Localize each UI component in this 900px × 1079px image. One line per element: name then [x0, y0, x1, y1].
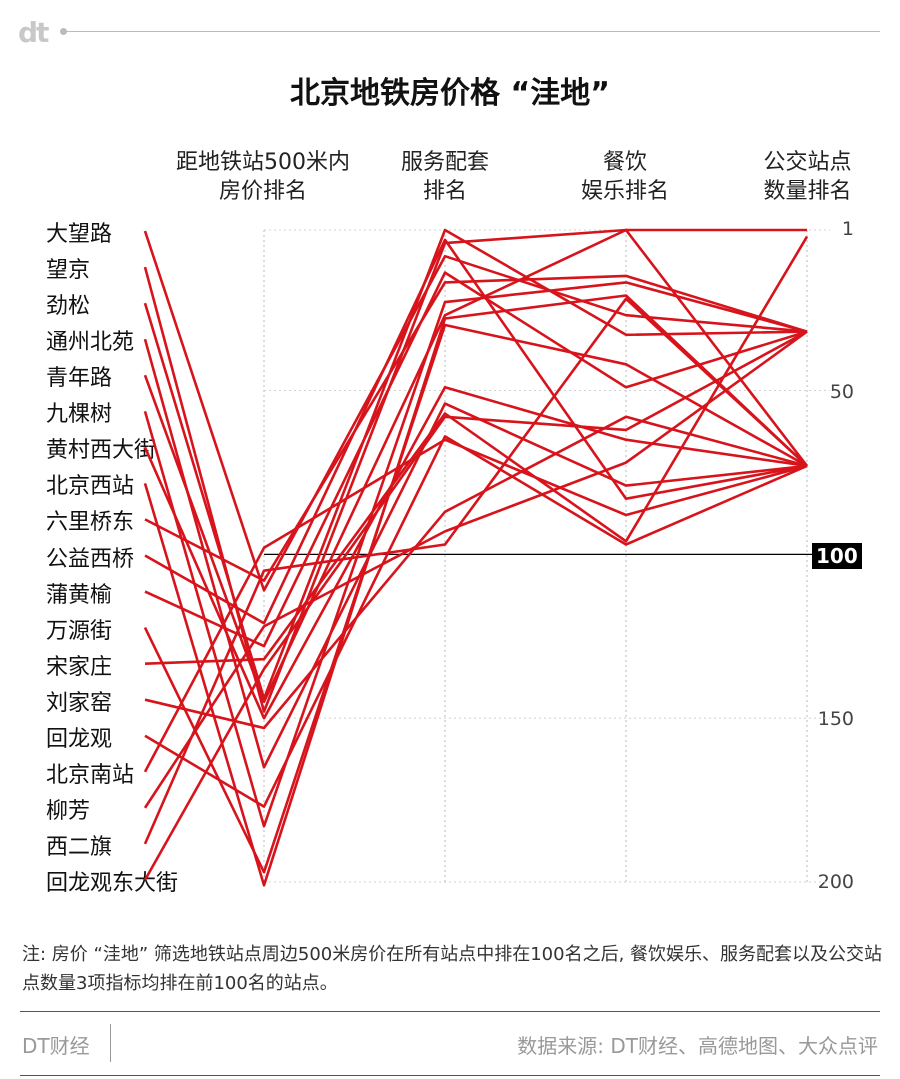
axis-header-service: 服务配套 排名 — [400, 150, 489, 204]
series-line — [144, 415, 808, 730]
station-label: 北京西站 — [46, 474, 135, 500]
station-label: 通州北苑 — [46, 330, 135, 356]
series-line — [143, 228, 809, 704]
station-label: 万源街 — [46, 618, 113, 644]
series-line — [144, 274, 808, 582]
series-line — [144, 435, 808, 808]
series-line — [143, 230, 808, 592]
station-label: 劲松 — [46, 294, 91, 320]
series-line — [144, 271, 808, 648]
tick-label: 1 — [841, 218, 854, 240]
header-rule — [64, 31, 880, 32]
series-line — [143, 323, 808, 874]
station-label: 回龙观东大街 — [46, 871, 179, 896]
footer-divider — [110, 1024, 111, 1062]
footer-rule-bottom — [20, 1075, 880, 1076]
station-label: 黄村西大街 — [46, 438, 157, 464]
station-label: 六里桥东 — [46, 510, 135, 536]
station-label: 公益西桥 — [46, 546, 135, 572]
axis-header-price: 距地铁站500米内 房价排名 — [176, 150, 350, 204]
tick-label: 200 — [817, 871, 854, 893]
footer-rule-top — [20, 1011, 880, 1012]
dt-logo: dt — [18, 16, 49, 49]
station-label: 大望路 — [46, 222, 113, 247]
station-label: 九棵树 — [46, 402, 113, 428]
station-label: 蒲黄榆 — [46, 582, 113, 608]
series-line — [143, 330, 808, 809]
footer-source: 数据来源: DT财经、高德地图、大众点评 — [517, 1034, 878, 1058]
threshold-badge: 100 — [812, 543, 862, 569]
series-line — [143, 228, 808, 700]
station-label: 北京南站 — [46, 762, 135, 788]
series-line — [143, 294, 808, 887]
series-line — [143, 438, 808, 773]
station-label: 柳芳 — [46, 798, 91, 824]
footer-brand: DT财经 — [22, 1034, 90, 1058]
parallel-coordinates-plot — [143, 228, 830, 887]
axis-header-dining: 餐饮 娱乐排名 — [580, 150, 669, 204]
tick-label: 150 — [817, 708, 854, 730]
chart-title: 北京地铁房价格 “洼地” — [290, 76, 610, 111]
station-label: 青年路 — [46, 366, 113, 392]
station-label: 回龙观 — [46, 726, 113, 752]
station-label: 宋家庄 — [46, 654, 113, 680]
header-dot — [60, 28, 67, 35]
axis-header-bus: 公交站点 数量排名 — [763, 150, 852, 204]
station-label: 西二旗 — [46, 834, 113, 860]
station-label: 望京 — [46, 258, 91, 284]
station-label: 刘家窑 — [46, 690, 113, 716]
series-line — [144, 238, 808, 625]
series-line — [143, 330, 808, 881]
tick-label: 50 — [829, 381, 854, 403]
footnote: 注: 房价 “洼地” 筛选地铁站点周边500米房价在所有站点中排在100名之后,… — [22, 944, 883, 994]
series-line — [143, 297, 808, 845]
